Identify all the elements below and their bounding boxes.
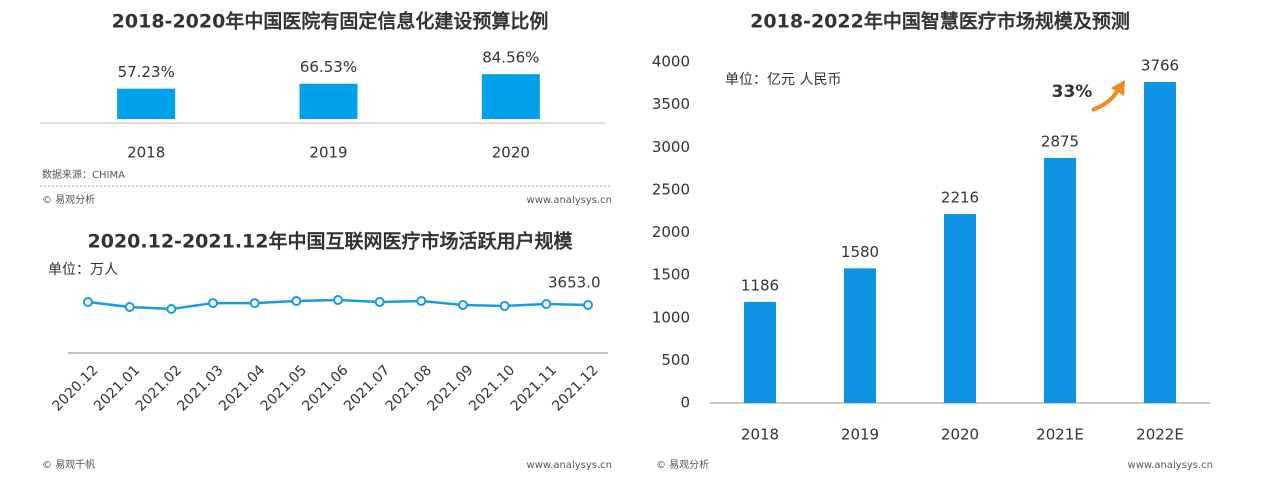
- chart-title: 2020.12-2021.12年中国互联网医疗市场活跃用户规模: [88, 230, 574, 253]
- point: [416, 295, 427, 306]
- y-tick-label: 2000: [652, 223, 690, 241]
- y-tick-label: 2500: [652, 180, 690, 198]
- x-tick-label: 2021.12: [549, 362, 601, 414]
- x-tick-label: 2022E: [1136, 426, 1184, 444]
- x-tick-label: 2020: [492, 144, 530, 162]
- point: [458, 300, 468, 311]
- annotation-arrowhead: [1111, 80, 1125, 96]
- point: [541, 298, 552, 309]
- value-label: 1580: [841, 243, 879, 261]
- bar: [944, 214, 976, 403]
- value-label: 3653.0: [548, 274, 601, 292]
- x-tick-label: 2018: [127, 144, 165, 162]
- y-tick-label: 1000: [652, 308, 690, 326]
- point: [124, 302, 135, 313]
- bar: [299, 83, 358, 119]
- unit-label: 单位：万人: [48, 262, 118, 278]
- y-tick-label: 0: [680, 394, 690, 412]
- point: [291, 295, 302, 306]
- point: [166, 303, 177, 314]
- bar: [744, 301, 776, 403]
- copyright: © 易观千帆: [42, 458, 95, 471]
- point: [208, 298, 218, 309]
- bar: [481, 74, 540, 119]
- value-label: 2875: [1041, 132, 1079, 150]
- unit-label: 单位：亿元 人民币: [725, 72, 841, 88]
- point: [83, 297, 93, 308]
- point: [583, 300, 593, 310]
- y-tick-label: 500: [661, 351, 690, 369]
- point: [374, 297, 385, 308]
- copyright: © 易观分析: [42, 193, 95, 206]
- point: [249, 298, 260, 309]
- value-label: 3766: [1141, 56, 1179, 74]
- x-tick-label: 2018: [741, 426, 779, 444]
- x-tick-label: 2019: [841, 426, 879, 444]
- value-label: 84.56%: [482, 49, 539, 67]
- value-label: 2216: [941, 189, 979, 207]
- y-tick-label: 4000: [652, 53, 690, 71]
- bar: [1044, 157, 1076, 403]
- point: [333, 295, 343, 306]
- value-label: 1186: [741, 276, 779, 294]
- annotation: 33%: [1052, 82, 1093, 102]
- source: 数据来源：CHIMA: [42, 168, 125, 181]
- chart-title: 2018-2022年中国智慧医疗市场规模及预测: [750, 10, 1130, 33]
- bar: [1144, 81, 1176, 404]
- website: www.analysys.cn: [527, 195, 612, 206]
- point: [499, 300, 510, 311]
- value-label: 57.23%: [118, 63, 175, 81]
- value-label: 66.53%: [300, 58, 357, 76]
- x-tick-label: 2019: [309, 144, 347, 162]
- x-tick-label: 2021E: [1036, 426, 1084, 444]
- bar: [117, 88, 176, 119]
- y-tick-label: 1500: [652, 266, 690, 284]
- y-tick-label: 3000: [652, 138, 690, 156]
- website: www.analysys.cn: [527, 460, 612, 471]
- x-tick-label: 2020: [941, 426, 979, 444]
- y-tick-label: 3500: [652, 95, 690, 113]
- chart-title: 2018-2020年中国医院有固定信息化建设预算比例: [112, 10, 549, 33]
- annotation-arrow: [1091, 88, 1120, 112]
- website: www.analysys.cn: [1128, 460, 1213, 471]
- copyright: © 易观分析: [656, 458, 709, 471]
- bar: [844, 268, 876, 403]
